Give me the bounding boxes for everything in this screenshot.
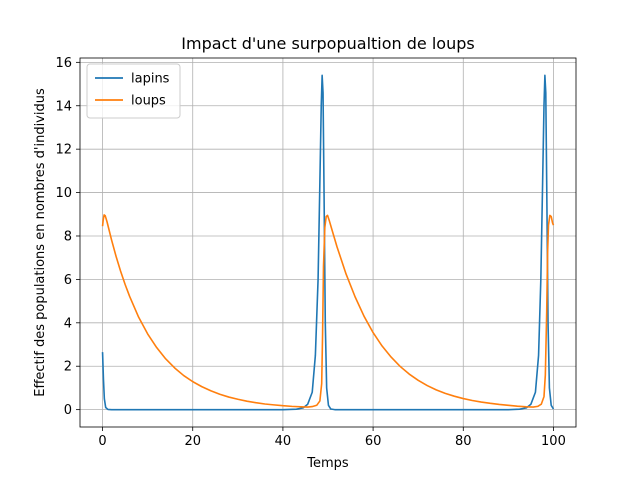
x-tick-label: 20 xyxy=(184,434,201,449)
grid xyxy=(80,58,576,427)
y-tick-label: 14 xyxy=(55,99,72,114)
x-tick-label: 0 xyxy=(98,434,106,449)
chart-title: Impact d'une surpopualtion de loups xyxy=(181,34,474,53)
y-tick-label: 4 xyxy=(64,316,72,331)
legend-label-lapins: lapins xyxy=(131,72,170,87)
x-axis-title: Temps xyxy=(306,456,349,471)
plot-series xyxy=(101,74,555,411)
y-axis-title: Effectif des populations en nombres d'in… xyxy=(33,88,48,397)
axis-ticks: 0 20 40 60 80 100 0 2 4 6 8 10 12 14 16 xyxy=(55,56,565,449)
y-tick-label: 10 xyxy=(55,186,72,201)
series-line-loups xyxy=(101,214,555,408)
x-tick-label: 100 xyxy=(541,434,566,449)
legend-label-loups: loups xyxy=(131,94,166,109)
x-tick-label: 80 xyxy=(455,434,472,449)
x-tick-label: 60 xyxy=(365,434,382,449)
y-tick-label: 6 xyxy=(64,273,72,288)
y-tick-label: 16 xyxy=(55,56,72,71)
legend: lapins loups xyxy=(86,63,181,119)
y-tick-label: 2 xyxy=(64,360,72,375)
y-tick-label: 12 xyxy=(55,143,72,158)
series-line-lapins xyxy=(101,74,555,411)
y-tick-label: 8 xyxy=(64,229,72,244)
y-tick-label: 0 xyxy=(64,403,72,418)
plot-frame xyxy=(79,57,577,428)
x-tick-label: 40 xyxy=(275,434,292,449)
